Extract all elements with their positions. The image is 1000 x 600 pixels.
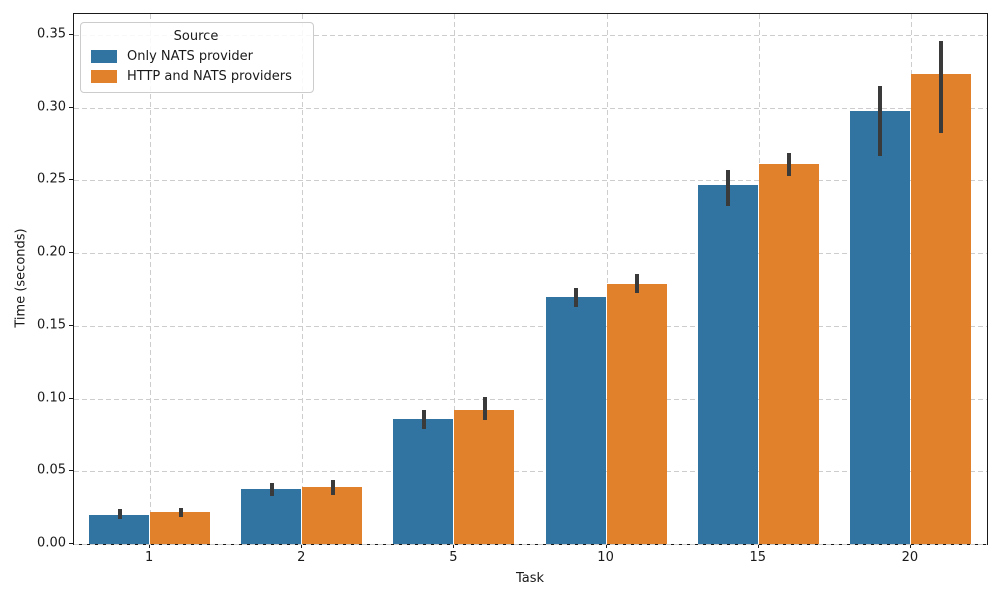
legend-swatch-http-nats-icon xyxy=(91,70,117,83)
bar-series-1-task-10 xyxy=(606,284,667,544)
errorbar-series-0-task-5 xyxy=(421,410,426,430)
x-tickmark xyxy=(301,544,303,548)
bar-series-0-task-1 xyxy=(89,515,150,544)
bar-series-1-task-2 xyxy=(302,487,363,544)
y-gridline xyxy=(74,325,987,327)
x-gridline xyxy=(150,14,152,544)
y-gridline xyxy=(74,107,987,109)
x-tickmark xyxy=(605,544,607,548)
y-tick-label: 0.15 xyxy=(37,317,66,333)
errorbar-series-0-task-15 xyxy=(726,170,731,207)
y-gridline xyxy=(74,398,987,400)
errorbar-series-1-task-2 xyxy=(330,480,335,495)
y-gridline xyxy=(74,253,987,255)
y-tickmark xyxy=(69,397,73,399)
x-gridline xyxy=(302,14,304,544)
legend-label-http-nats: HTTP and NATS providers xyxy=(127,69,292,84)
y-gridline xyxy=(74,35,987,36)
x-gridline xyxy=(454,14,456,544)
bar-series-0-task-20 xyxy=(849,111,910,544)
x-tick-label: 10 xyxy=(597,550,614,565)
y-gridline xyxy=(74,471,987,473)
y-tick-label: 0.00 xyxy=(37,535,66,551)
y-tickmark xyxy=(69,470,73,472)
bar-series-1-task-20 xyxy=(910,74,971,544)
x-tick-label: 20 xyxy=(901,550,919,565)
errorbar-series-1-task-10 xyxy=(635,273,640,293)
legend-label-only-nats: Only NATS provider xyxy=(127,49,254,64)
errorbar-series-0-task-1 xyxy=(117,509,122,520)
errorbar-series-0-task-2 xyxy=(269,482,274,496)
errorbar-series-1-task-15 xyxy=(787,152,792,176)
bar-series-0-task-15 xyxy=(697,185,758,544)
x-tick-label: 5 xyxy=(449,550,458,565)
x-tick-label: 2 xyxy=(297,550,306,565)
y-tick-label: 0.35 xyxy=(37,26,66,42)
y-tick-label: 0.10 xyxy=(37,390,66,406)
bar-series-0-task-2 xyxy=(241,489,302,544)
errorbar-series-1-task-1 xyxy=(178,507,183,517)
y-tickmark xyxy=(69,252,73,254)
y-tick-label: 0.05 xyxy=(37,462,66,478)
x-tick-label: 1 xyxy=(144,550,154,565)
x-axis-label: Task xyxy=(515,571,545,586)
legend-title: Source xyxy=(173,29,219,44)
x-tickmark xyxy=(757,544,759,548)
x-tickmark xyxy=(909,544,911,548)
y-tick-label: 0.30 xyxy=(37,99,66,115)
bar-series-1-task-1 xyxy=(150,512,211,544)
legend-item-http-nats: HTTP and NATS providers xyxy=(91,69,301,84)
bar-series-1-task-5 xyxy=(454,410,515,544)
errorbar-series-1-task-20 xyxy=(939,40,944,133)
x-tick-label: 15 xyxy=(749,550,767,565)
x-tickmark xyxy=(453,544,455,548)
errorbar-series-0-task-10 xyxy=(574,288,579,308)
y-gridline xyxy=(74,544,987,545)
legend-swatch-only-nats-icon xyxy=(91,50,117,63)
errorbar-series-1-task-5 xyxy=(482,397,487,421)
y-gridline xyxy=(74,180,987,182)
x-tickmark xyxy=(149,544,151,548)
y-axis-label: Time (seconds) xyxy=(13,228,29,328)
y-tickmark xyxy=(69,324,73,326)
plot-area: Source Only NATS provider HTTP and NATS … xyxy=(73,13,988,545)
bar-series-0-task-10 xyxy=(545,297,606,544)
bar-series-1-task-15 xyxy=(758,164,819,544)
bar-series-0-task-5 xyxy=(393,419,454,544)
y-tickmark xyxy=(69,34,73,35)
legend: Source Only NATS provider HTTP and NATS … xyxy=(80,22,314,93)
y-tickmark xyxy=(69,179,73,181)
errorbar-series-0-task-20 xyxy=(878,85,883,156)
y-tick-label: 0.20 xyxy=(37,244,66,260)
y-tick-label: 0.25 xyxy=(37,171,66,187)
legend-item-only-nats: Only NATS provider xyxy=(91,49,301,64)
x-gridline xyxy=(606,14,608,544)
y-tickmark xyxy=(69,543,73,544)
y-tickmark xyxy=(69,106,73,108)
